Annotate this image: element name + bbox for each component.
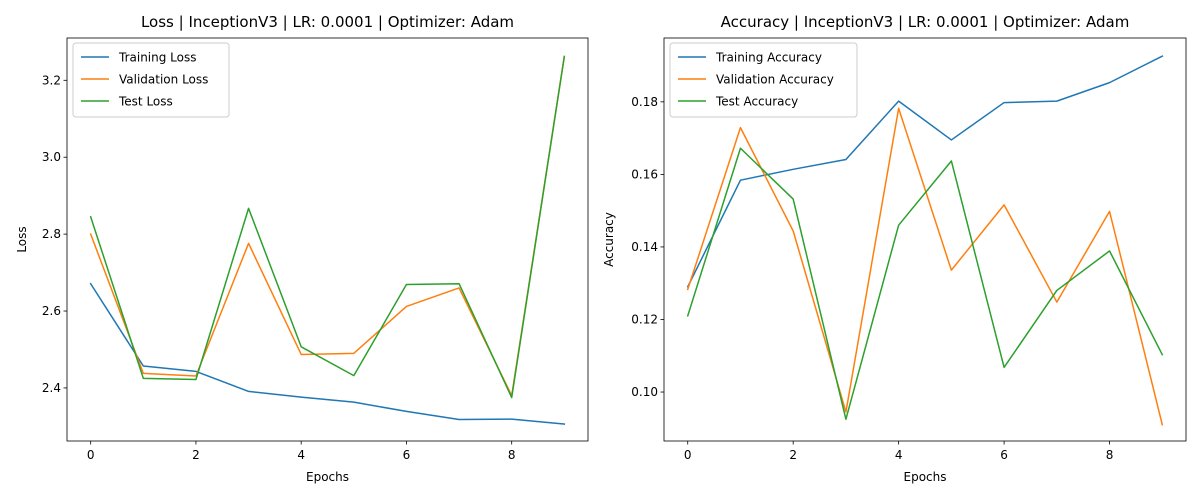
accuracy-series-line-2 xyxy=(686,107,1164,426)
accuracy-axes-frame xyxy=(663,37,1187,442)
accuracy-legend-label-1: Training Accuracy xyxy=(715,51,822,65)
accuracy-y-tick-label: 0.12 xyxy=(631,312,658,326)
accuracy-y-tick-label: 0.10 xyxy=(631,385,658,399)
loss-x-tick-label: 0 xyxy=(87,448,95,462)
loss-y-tick-label: 2.8 xyxy=(42,227,61,241)
loss-chart-title: Loss | InceptionV3 | LR: 0.0001 | Optimi… xyxy=(141,13,514,31)
loss-legend-label-1: Training Loss xyxy=(118,51,196,65)
accuracy-series-line-3 xyxy=(686,147,1164,420)
loss-legend-label-3: Test Loss xyxy=(118,95,173,109)
accuracy-x-axis-label: Epochs xyxy=(904,470,947,484)
accuracy-x-tick-label: 8 xyxy=(1106,448,1114,462)
loss-y-tick-label: 3.0 xyxy=(42,150,61,164)
loss-y-tick-label: 2.4 xyxy=(42,381,61,395)
loss-x-axis-label: Epochs xyxy=(306,470,349,484)
loss-x-tick-label: 2 xyxy=(192,448,200,462)
accuracy-legend-label-2: Validation Accuracy xyxy=(716,73,834,87)
loss-series-line-3 xyxy=(89,55,566,399)
accuracy-legend: Training Accuracy Validation Accuracy Test… xyxy=(669,42,858,118)
accuracy-legend-box xyxy=(669,42,858,118)
loss-chart: Loss | InceptionV3 | LR: 0.0001 | Optimi… xyxy=(15,13,589,484)
accuracy-y-tick-label: 0.14 xyxy=(631,240,658,254)
accuracy-series-line-1 xyxy=(686,55,1164,288)
loss-x-tick-label: 4 xyxy=(297,448,305,462)
loss-y-tick-label: 3.2 xyxy=(42,73,61,87)
loss-series-line-1 xyxy=(89,282,566,425)
loss-y-tick-label: 2.6 xyxy=(42,304,61,318)
accuracy-x-tick-label: 4 xyxy=(895,448,903,462)
accuracy-y-axis-label: Accuracy xyxy=(602,212,616,267)
accuracy-y-tick-label: 0.18 xyxy=(631,95,658,109)
accuracy-x-tick-label: 6 xyxy=(1000,448,1008,462)
loss-x-tick-label: 6 xyxy=(403,448,411,462)
accuracy-legend-label-3: Test Accuracy xyxy=(715,95,798,109)
accuracy-chart-title: Accuracy | InceptionV3 | LR: 0.0001 | Op… xyxy=(721,13,1130,31)
accuracy-chart: Accuracy | InceptionV3 | LR: 0.0001 | Op… xyxy=(602,13,1187,484)
loss-legend: Training Loss Validation Loss Test Loss xyxy=(72,42,230,118)
accuracy-x-tick-label: 0 xyxy=(684,448,692,462)
loss-y-axis-label: Loss xyxy=(15,226,29,252)
loss-legend-label-2: Validation Loss xyxy=(119,73,208,87)
loss-axes-frame xyxy=(66,37,589,442)
accuracy-x-tick-label: 2 xyxy=(789,448,797,462)
loss-x-tick-label: 8 xyxy=(508,448,516,462)
accuracy-y-tick-label: 0.16 xyxy=(631,167,658,181)
loss-legend-box xyxy=(72,42,230,118)
